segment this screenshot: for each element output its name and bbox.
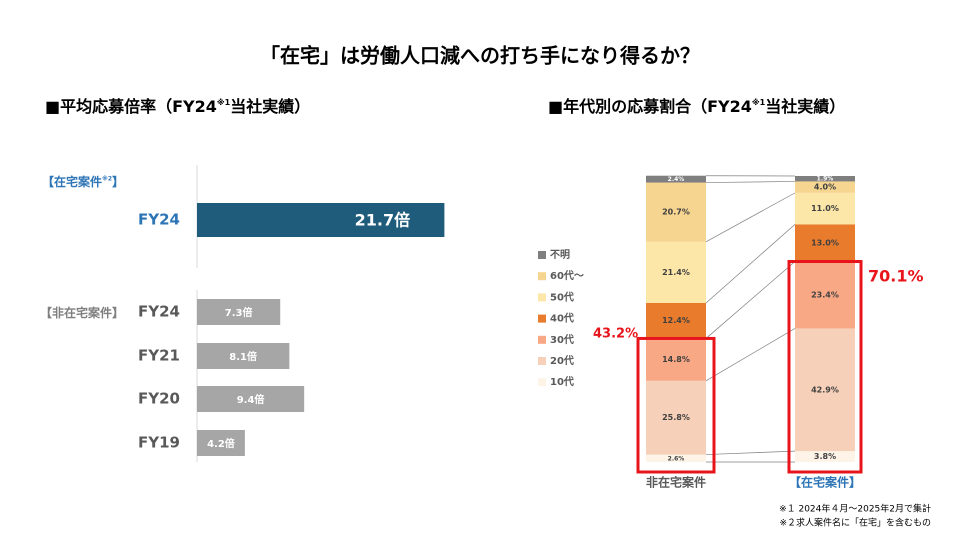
legend-label: 10代 <box>550 375 574 388</box>
chart-title: ■年代別の応募割合（FY24※1当社実績） <box>548 97 845 116</box>
bar <box>197 299 281 325</box>
category-label: FY24 <box>138 303 180 321</box>
bar-segment <box>646 454 706 462</box>
legend-swatch <box>538 335 546 344</box>
bar <box>197 203 445 237</box>
legend-label: 60代～ <box>550 269 584 282</box>
bar-segment <box>646 338 706 381</box>
chart-title-part: ■年代別の応募割合（FY24 <box>548 97 752 116</box>
bar-segment <box>646 302 706 339</box>
value-label: 42.9% <box>811 385 839 394</box>
footnote: ※２求人案件名に「在宅」を含むもの <box>779 517 931 529</box>
category-label: FY20 <box>138 390 180 408</box>
category-label: FY24 <box>138 211 180 229</box>
highlight-box <box>787 260 863 474</box>
value-label: 2.6% <box>668 455 685 462</box>
bar-segment <box>795 451 855 462</box>
value-label: 12.4% <box>662 316 690 325</box>
value-label: 13.0% <box>811 238 839 247</box>
category-label: 【在宅案件】 <box>789 475 861 490</box>
value-label: 21.4% <box>662 268 690 277</box>
footnote: ※１ 2024年４月～2025年2月で集計 <box>779 503 931 515</box>
group-label-part: ※2 <box>102 175 112 182</box>
bar-segment <box>646 241 706 303</box>
chart-title: ■平均応募倍率（FY24※1当社実績） <box>45 97 310 116</box>
group-label-part: 【非在宅案件】 <box>40 305 124 320</box>
group-label: 【在宅案件※2】 <box>42 174 124 189</box>
bar <box>197 343 290 369</box>
bar-segment <box>795 176 855 182</box>
value-label: 4.0% <box>814 183 836 192</box>
annotation-label: 70.1% <box>868 267 924 286</box>
legend-swatch <box>538 378 546 387</box>
value-label: 20.7% <box>662 208 690 217</box>
legend-label: 30代 <box>550 333 574 346</box>
value-label: 9.4倍 <box>237 393 265 406</box>
legend-label: 40代 <box>550 312 574 325</box>
bar-segment <box>795 192 855 225</box>
legend-label: 50代 <box>550 290 574 303</box>
bar-segment <box>795 261 855 329</box>
bar <box>197 386 305 412</box>
value-label: 2.4% <box>668 176 685 183</box>
legend-label: 20代 <box>550 354 574 367</box>
bar-segment <box>795 181 855 193</box>
chart-title-part: ■平均応募倍率（FY24 <box>45 97 217 116</box>
connector-line <box>705 328 796 382</box>
legend-swatch <box>538 314 546 323</box>
bar <box>197 430 245 456</box>
value-label: 4.2倍 <box>207 437 235 450</box>
connector-line <box>705 192 796 243</box>
bar-segment <box>646 380 706 455</box>
category-label: 非在宅案件 <box>646 475 706 490</box>
value-label: 1.9% <box>817 176 834 183</box>
bar-segment <box>795 328 855 452</box>
chart-title-part: ※1 <box>217 97 231 107</box>
value-label: 14.8% <box>662 355 690 364</box>
value-label: 25.8% <box>662 413 690 422</box>
highlight-box <box>636 336 716 474</box>
value-label: 23.4% <box>811 290 839 299</box>
bar-segment <box>646 175 706 183</box>
value-label: 11.0% <box>811 204 839 213</box>
group-label-part: 【在宅案件 <box>42 174 102 189</box>
bar-segment <box>646 182 706 242</box>
annotation-label: 43.2% <box>593 327 638 342</box>
bar-segment <box>795 224 855 262</box>
value-label: 7.3倍 <box>225 306 253 319</box>
legend-label: 不明 <box>550 249 570 261</box>
legend-swatch <box>538 357 546 365</box>
connector-line <box>705 450 796 455</box>
slide-title: 「在宅」は労働人口減への打ち手になり得るか？ <box>260 44 700 68</box>
chart-title-part: 当社実績） <box>230 97 310 116</box>
chart-title-part: ※1 <box>752 97 766 107</box>
value-label: 21.7倍 <box>355 211 410 230</box>
connector-line <box>705 261 796 339</box>
chart-title-part: 当社実績） <box>765 97 845 116</box>
group-label-part: 】 <box>112 174 124 189</box>
legend-swatch <box>538 272 546 281</box>
connector-line <box>705 224 796 304</box>
connector-line <box>705 181 796 183</box>
category-label: FY19 <box>138 434 180 452</box>
value-label: 8.1倍 <box>229 350 257 363</box>
legend-swatch <box>538 251 546 259</box>
value-label: 3.8% <box>814 452 836 461</box>
group-label: 【非在宅案件】 <box>40 305 124 320</box>
category-label: FY21 <box>138 347 180 365</box>
legend-swatch <box>538 293 546 302</box>
